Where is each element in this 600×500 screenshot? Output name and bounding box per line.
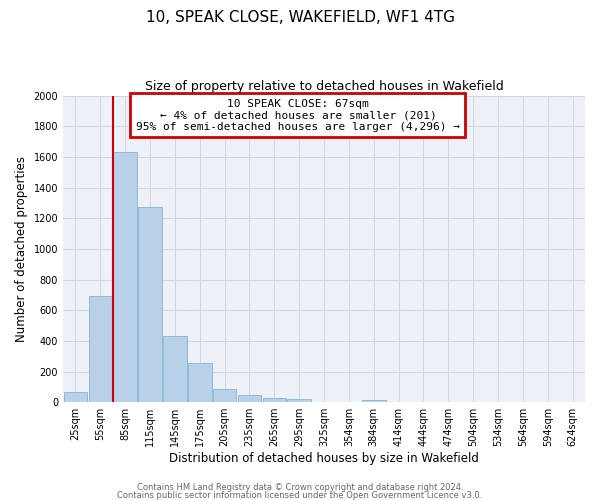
Bar xyxy=(287,399,311,402)
Bar xyxy=(138,206,162,402)
X-axis label: Distribution of detached houses by size in Wakefield: Distribution of detached houses by size … xyxy=(169,452,479,465)
Bar xyxy=(238,394,261,402)
Bar xyxy=(64,392,87,402)
Bar xyxy=(163,336,187,402)
Text: Contains public sector information licensed under the Open Government Licence v3: Contains public sector information licen… xyxy=(118,490,482,500)
Text: Contains HM Land Registry data © Crown copyright and database right 2024.: Contains HM Land Registry data © Crown c… xyxy=(137,484,463,492)
Text: 10 SPEAK CLOSE: 67sqm
← 4% of detached houses are smaller (201)
95% of semi-deta: 10 SPEAK CLOSE: 67sqm ← 4% of detached h… xyxy=(136,98,460,132)
Bar xyxy=(263,398,286,402)
Y-axis label: Number of detached properties: Number of detached properties xyxy=(15,156,28,342)
Title: Size of property relative to detached houses in Wakefield: Size of property relative to detached ho… xyxy=(145,80,503,93)
Bar xyxy=(188,363,212,402)
Bar xyxy=(362,400,386,402)
Bar xyxy=(213,389,236,402)
Bar xyxy=(89,296,112,402)
Text: 10, SPEAK CLOSE, WAKEFIELD, WF1 4TG: 10, SPEAK CLOSE, WAKEFIELD, WF1 4TG xyxy=(146,10,455,25)
Bar xyxy=(113,152,137,402)
